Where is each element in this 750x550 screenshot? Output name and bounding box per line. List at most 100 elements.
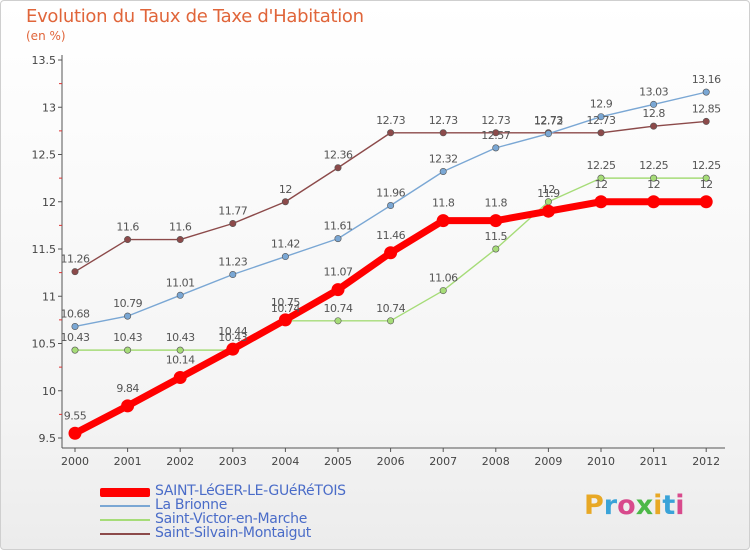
data-label: 10.74 <box>376 302 405 315</box>
series-point <box>334 164 342 172</box>
series-point <box>702 174 710 182</box>
data-label: 12.73 <box>534 114 563 127</box>
data-label: 10.74 <box>271 302 300 315</box>
legend-label: La Brionne <box>155 497 228 513</box>
series-point <box>229 219 237 227</box>
x-tick-label: 2011 <box>640 455 668 468</box>
legend-label: Saint-Victor-en-Marche <box>155 511 308 527</box>
y-tick-label: 11 <box>42 290 56 303</box>
x-tick-label: 2010 <box>587 455 615 468</box>
series-point <box>541 204 555 218</box>
x-tick-label: 2009 <box>534 455 562 468</box>
data-label: 12.57 <box>481 129 510 142</box>
series-point <box>334 235 342 243</box>
series-point <box>124 312 132 320</box>
data-label: 12.36 <box>324 149 353 162</box>
x-tick-label: 2002 <box>166 455 194 468</box>
data-label: 9.84 <box>116 382 139 395</box>
series-point <box>650 122 658 130</box>
series-point <box>439 287 447 295</box>
data-label: 12.72 <box>534 115 563 128</box>
y-tick-label: 10.5 <box>32 338 57 351</box>
series-point <box>71 268 79 276</box>
series-point <box>384 246 398 260</box>
series-point <box>176 346 184 354</box>
series-point <box>702 117 710 125</box>
y-tick-label: 12 <box>42 196 56 209</box>
y-tick-label: 12.5 <box>32 149 57 162</box>
x-tick-label: 2003 <box>219 455 247 468</box>
series-point <box>71 346 79 354</box>
x-tick-label: 2001 <box>114 455 142 468</box>
legend-label: SAINT-LéGER-LE-GUéRéTOIS <box>155 483 346 499</box>
series-point <box>699 195 713 209</box>
series-point <box>597 174 605 182</box>
x-tick-label: 2007 <box>429 455 457 468</box>
brand-letter: i <box>653 490 663 521</box>
legend-swatch <box>100 533 150 535</box>
series-point <box>334 317 342 325</box>
data-label: 11.61 <box>324 220 353 233</box>
series-point <box>489 214 503 228</box>
data-label: 11.26 <box>61 253 90 266</box>
data-label: 13.16 <box>692 73 721 86</box>
series-line <box>74 91 707 328</box>
x-tick-label: 2005 <box>324 455 352 468</box>
data-label: 11.07 <box>324 266 353 279</box>
series-point <box>176 291 184 299</box>
series-point <box>331 283 345 297</box>
data-label: 12.8 <box>642 107 665 120</box>
series-point <box>492 245 500 253</box>
data-label: 11.46 <box>376 229 405 242</box>
data-label: 12.32 <box>429 153 458 166</box>
axes: 9.5 10 10.5 11 11.5 12 12.5 13 13.5 2000 2001 2002 2… <box>32 54 725 468</box>
data-label: 12 <box>595 178 608 191</box>
data-label: 10.68 <box>61 307 90 320</box>
data-label: 12.73 <box>429 114 458 127</box>
data-label: 12.25 <box>587 159 616 172</box>
brand-letter: r <box>603 490 618 521</box>
data-label: 10.43 <box>218 331 247 344</box>
legend-swatch <box>100 505 150 507</box>
data-label: 10.75 <box>271 296 300 309</box>
legend-swatch <box>100 519 150 521</box>
data-label: 11.9 <box>537 187 560 200</box>
data-label: 11.6 <box>169 221 192 234</box>
data-label: 11.8 <box>432 197 455 210</box>
data-label: 12.73 <box>587 114 616 127</box>
series-point <box>544 130 552 138</box>
data-label: 10.74 <box>324 302 353 315</box>
series-point <box>281 198 289 206</box>
y-tick-label: 10 <box>42 385 56 398</box>
data-label: 11.23 <box>218 256 247 269</box>
data-label: 10.44 <box>218 325 247 338</box>
x-tick-label: 2000 <box>61 455 89 468</box>
data-label: 12.9 <box>590 98 613 111</box>
series-point <box>647 195 661 209</box>
series-point <box>387 317 395 325</box>
brand-logo: Proxiti <box>584 490 685 521</box>
data-labels-layer: 11.26 11.6 11.6 11.77 12 12.36 12.73 12.73 12.73… <box>61 73 722 422</box>
x-tick-label: 2006 <box>377 455 405 468</box>
data-label: 10.43 <box>166 331 195 344</box>
series-point <box>436 214 450 228</box>
data-label: 10.43 <box>61 331 90 344</box>
data-label: 10.79 <box>113 297 142 310</box>
series-point <box>597 129 605 137</box>
series-point <box>176 236 184 244</box>
y-tick-label: 13.5 <box>32 54 57 67</box>
data-label: 13.03 <box>639 85 668 98</box>
series-point <box>597 113 605 121</box>
series-point <box>124 346 132 354</box>
series-point <box>68 426 82 440</box>
data-label: 11.01 <box>166 276 195 289</box>
series-point <box>594 195 608 209</box>
series-point <box>278 313 292 327</box>
data-label: 12.25 <box>639 159 668 172</box>
legend-label: Saint-Silvain-Montaigut <box>155 525 311 541</box>
data-label: 12.73 <box>376 114 405 127</box>
series-point <box>439 129 447 137</box>
data-label: 11.6 <box>116 221 139 234</box>
